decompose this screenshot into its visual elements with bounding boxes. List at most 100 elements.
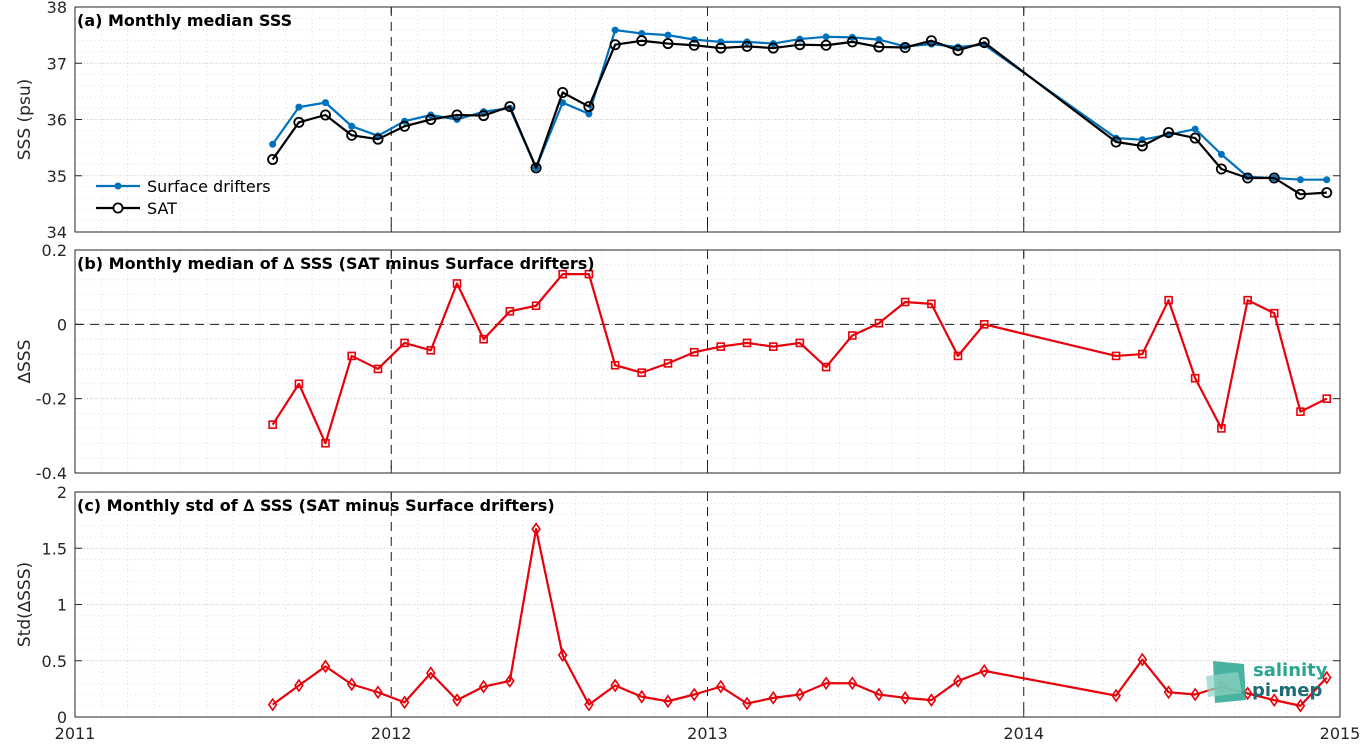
data-point bbox=[688, 39, 700, 51]
y-tick-label: 36 bbox=[47, 111, 67, 130]
data-point bbox=[1296, 407, 1305, 416]
data-point bbox=[1269, 308, 1279, 318]
data-point bbox=[821, 676, 831, 691]
data-point bbox=[478, 110, 490, 122]
x-tick-label: 2015 bbox=[1320, 724, 1361, 743]
data-point bbox=[795, 338, 805, 348]
data-point bbox=[1217, 150, 1225, 158]
data-point bbox=[505, 307, 515, 316]
data-point bbox=[372, 133, 384, 145]
data-point bbox=[1323, 176, 1331, 184]
series-line bbox=[272, 528, 1328, 707]
data-point bbox=[636, 689, 647, 704]
data-point bbox=[610, 678, 620, 693]
legend: Surface drifters SAT bbox=[96, 177, 271, 218]
data-point bbox=[846, 36, 858, 48]
data-point bbox=[558, 269, 567, 279]
panel-title: (b) Monthly median of ∆ SSS (SAT minus S… bbox=[77, 254, 595, 273]
data-point bbox=[584, 269, 594, 279]
data-point bbox=[267, 697, 278, 712]
data-point bbox=[1190, 687, 1200, 702]
data-point bbox=[979, 663, 990, 678]
data-point bbox=[269, 140, 277, 148]
data-point bbox=[768, 690, 779, 705]
data-point bbox=[795, 687, 805, 702]
salinity-pi-mep-logo: salinity pi-mep bbox=[1206, 660, 1328, 703]
series-line bbox=[271, 273, 1328, 445]
data-point bbox=[663, 694, 673, 709]
data-point bbox=[451, 109, 463, 121]
data-point bbox=[319, 109, 331, 121]
series-line bbox=[271, 39, 1327, 196]
data-point bbox=[452, 693, 462, 708]
data-point bbox=[900, 690, 910, 705]
data-point bbox=[978, 36, 990, 48]
data-point bbox=[1190, 373, 1200, 383]
y-tick-label: 0.5 bbox=[42, 652, 67, 671]
y-tick-label: 1 bbox=[57, 596, 67, 615]
data-point bbox=[1322, 394, 1332, 403]
data-point bbox=[875, 36, 883, 44]
data-point bbox=[1269, 693, 1280, 708]
data-point bbox=[1215, 163, 1227, 175]
x-tick-label: 2011 bbox=[55, 724, 96, 743]
data-point bbox=[426, 346, 436, 355]
legend-sat-marker bbox=[112, 202, 124, 214]
panel-a-monthly-median-sss: 34 35 36 37 38 (a) Monthly median SSS SSS (psu… bbox=[15, 0, 1341, 242]
data-point bbox=[979, 320, 989, 329]
data-point bbox=[320, 659, 331, 674]
data-point bbox=[848, 331, 857, 340]
data-point bbox=[821, 362, 831, 372]
data-point bbox=[531, 522, 541, 537]
data-point bbox=[794, 39, 806, 51]
panel-c-std-delta-sss: 0 0.5 1 1.5 2 (c) Monthly std of ∆ SSS (SAT m… bbox=[15, 483, 1360, 743]
data-point bbox=[609, 39, 621, 51]
data-point bbox=[321, 99, 329, 107]
data-point bbox=[925, 35, 937, 47]
data-point bbox=[1191, 125, 1199, 133]
y-tick-label: 0 bbox=[57, 708, 67, 727]
data-point bbox=[478, 679, 489, 694]
data-point bbox=[768, 342, 778, 351]
data-point bbox=[611, 26, 619, 34]
y-tick-label: 38 bbox=[47, 0, 67, 17]
data-point bbox=[715, 679, 726, 694]
data-point bbox=[952, 44, 964, 56]
data-point bbox=[610, 360, 620, 370]
y-axis-label: ∆SSS bbox=[15, 340, 35, 385]
data-point bbox=[1136, 140, 1148, 152]
data-point bbox=[452, 279, 462, 288]
data-point bbox=[1163, 685, 1174, 700]
panel-title: (c) Monthly std of ∆ SSS (SAT minus Surf… bbox=[77, 496, 555, 515]
data-point bbox=[689, 687, 700, 702]
data-point bbox=[348, 122, 356, 130]
x-tick-label: 2014 bbox=[1003, 724, 1044, 743]
data-point bbox=[900, 297, 910, 307]
data-point bbox=[1296, 176, 1304, 184]
data-point bbox=[1321, 187, 1333, 199]
data-point bbox=[953, 674, 963, 688]
data-point bbox=[926, 693, 937, 708]
data-point bbox=[899, 42, 911, 54]
data-point bbox=[767, 42, 779, 54]
panel-b-median-delta-sss: -0.4 -0.2 0 0.2 (b) Monthly median of ∆ SSS … bbox=[15, 241, 1341, 483]
data-point bbox=[321, 438, 330, 448]
data-point bbox=[742, 338, 752, 348]
legend-drifters-label: Surface drifters bbox=[147, 177, 271, 196]
data-point bbox=[1138, 349, 1147, 359]
data-point bbox=[1217, 424, 1226, 433]
data-point bbox=[1111, 688, 1121, 703]
x-tick-label: 2012 bbox=[371, 724, 412, 743]
data-point bbox=[530, 162, 542, 174]
data-point bbox=[293, 116, 305, 128]
data-point bbox=[373, 364, 383, 374]
y-tick-label: 1.5 bbox=[42, 539, 67, 558]
data-point bbox=[822, 33, 830, 41]
data-point bbox=[1295, 698, 1306, 713]
data-point bbox=[294, 678, 304, 693]
data-point bbox=[927, 299, 936, 309]
y-axis-label: Std(∆SSS) bbox=[15, 562, 35, 647]
x-tick-label: 2013 bbox=[687, 724, 728, 743]
data-point bbox=[557, 87, 569, 99]
